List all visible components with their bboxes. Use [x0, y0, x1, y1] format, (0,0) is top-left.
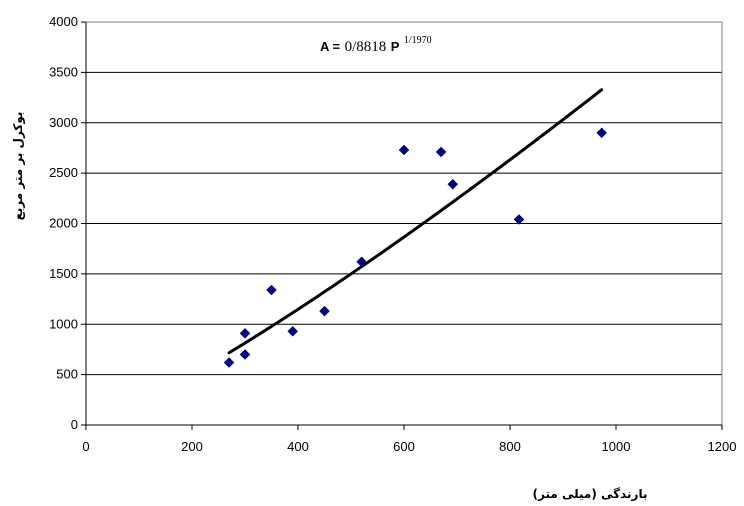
- trendline-equation: A = 0/8818 P 1/1970: [320, 35, 432, 55]
- y-tick-label: 1000: [49, 316, 78, 331]
- data-point: [356, 256, 367, 268]
- data-point: [513, 214, 525, 225]
- data-point: [319, 305, 330, 317]
- y-tick-label: 1500: [49, 266, 78, 281]
- x-axis-tick-labels: 0 200 400 600 800 1000 1200: [82, 439, 736, 454]
- x-tick-label: 200: [181, 439, 203, 454]
- axis-tick-marks: [81, 21, 723, 430]
- x-tick-label: 600: [393, 439, 415, 454]
- data-point: [239, 349, 251, 360]
- data-point: [266, 284, 277, 296]
- data-points: [223, 127, 608, 368]
- y-tick-label: 500: [56, 367, 78, 382]
- y-tick-label: 3000: [49, 115, 78, 130]
- data-point: [239, 327, 251, 339]
- data-point: [435, 146, 447, 158]
- y-tick-label: 2500: [49, 165, 78, 180]
- x-tick-label: 1200: [708, 439, 737, 454]
- equation-coefficient: 0/8818: [345, 39, 387, 55]
- data-point: [596, 127, 608, 139]
- x-axis-title: بارندگی (میلی متر): [533, 487, 648, 501]
- power-trendline: [227, 88, 604, 355]
- y-tick-label: 4000: [49, 14, 78, 29]
- y-tick-label: 3500: [49, 64, 78, 79]
- equation-lhs: A =: [320, 39, 341, 54]
- x-tick-label: 400: [287, 439, 309, 454]
- data-point: [223, 357, 235, 368]
- y-tick-label: 0: [71, 417, 78, 432]
- x-tick-label: 1000: [602, 439, 631, 454]
- x-tick-label: 0: [82, 439, 89, 454]
- y-axis-title: بوکرل بر متر مربع: [11, 112, 26, 221]
- data-point: [287, 325, 299, 337]
- x-tick-label: 800: [499, 439, 521, 454]
- y-tick-label: 2000: [49, 216, 78, 231]
- data-point: [447, 178, 459, 190]
- gridlines: [86, 21, 722, 376]
- data-point: [398, 144, 410, 156]
- equation-variable: P: [391, 39, 400, 54]
- equation-exponent: 1/1970: [404, 35, 432, 46]
- y-axis-tick-labels: 0 500 1000 1500 2000 2500 3000 3500 4000: [49, 14, 78, 432]
